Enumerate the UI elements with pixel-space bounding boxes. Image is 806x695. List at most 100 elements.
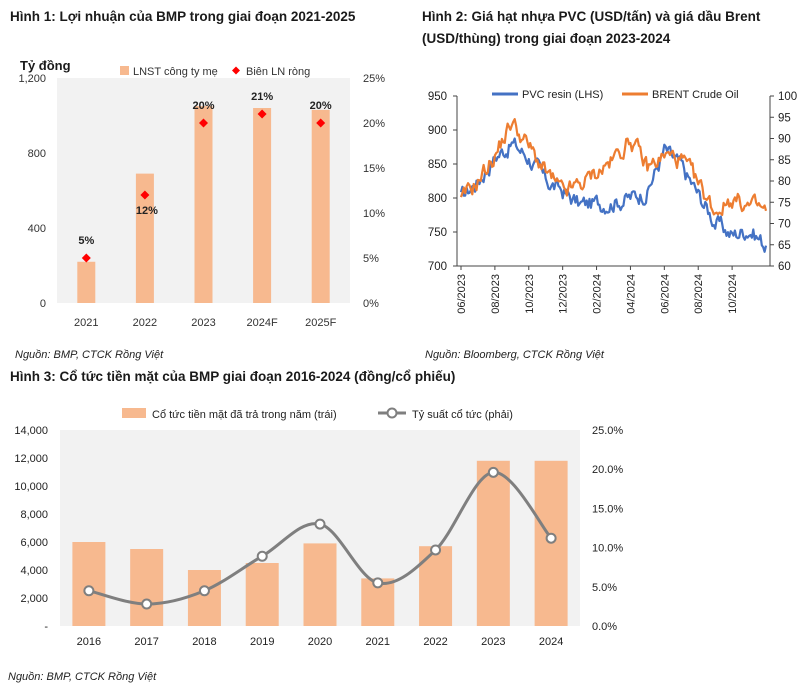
- fig2-xtick-label: 12/2023: [558, 274, 570, 314]
- fig3-ytick-label: 8,000: [20, 509, 48, 521]
- fig1-legend-bar-swatch: [120, 66, 129, 75]
- fig1-margin-marker: [81, 253, 91, 263]
- fig3-legend-line-marker: [386, 407, 398, 419]
- fig1-data-label: 20%: [310, 100, 332, 112]
- fig1-xtick-label: 2025F: [305, 317, 336, 329]
- fig3-ytick-label: 14,000: [14, 425, 48, 437]
- fig3-bar: [476, 460, 510, 626]
- fig1-bar: [253, 108, 272, 303]
- fig1-margin-marker: [316, 118, 326, 128]
- fig3-bar: [419, 546, 453, 626]
- fig2-ytick-label: 900: [428, 125, 447, 137]
- fig1-bar: [311, 109, 330, 303]
- fig2-xtick-label: 06/2023: [456, 274, 468, 314]
- fig1-margin-marker: [257, 109, 267, 119]
- fig3-bar: [245, 563, 279, 626]
- fig3-xtick-label: 2017: [134, 636, 158, 648]
- fig1-xtick-label: 2024F: [246, 317, 277, 329]
- fig3-bar: [72, 542, 106, 626]
- fig3-legend: Cổ tức tiền mặt đã trả trong năm (trái) …: [122, 407, 513, 421]
- fig3-y2tick-label: 10.0%: [592, 543, 623, 555]
- fig2-y2tick-label: 60: [778, 261, 791, 273]
- fig3-bar: [303, 543, 337, 626]
- fig3-xtick-label: 2022: [423, 636, 447, 648]
- fig3-title: Hình 3: Cổ tức tiền mặt của BMP giai đoạ…: [10, 369, 456, 384]
- fig2-legend-pvc-label: PVC resin (LHS): [522, 89, 603, 101]
- fig2-y2tick-label: 95: [778, 112, 791, 124]
- fig3-ytick-label: -: [44, 621, 48, 633]
- fig1-ytick-label: 1,200: [18, 73, 46, 85]
- fig3-xtick-label: 2020: [308, 636, 332, 648]
- fig2-source: Nguồn: Bloomberg, CTCK Rồng Việt: [425, 349, 604, 361]
- fig1-data-label: 20%: [192, 100, 214, 112]
- fig3-yield-marker: [83, 585, 95, 597]
- fig2-ytick-label: 800: [428, 193, 447, 205]
- fig3-legend-bar-label: Cổ tức tiền mặt đã trả trong năm (trái): [152, 409, 337, 421]
- fig2-ytick-label: 950: [428, 91, 447, 103]
- fig3-xtick-label: 2019: [250, 636, 274, 648]
- fig1-unit-label: Tỷ đồng: [20, 58, 71, 73]
- fig3-xtick-label: 2024: [539, 636, 563, 648]
- fig1-xtick-label: 2022: [133, 317, 157, 329]
- fig2-y2tick-label: 65: [778, 240, 791, 252]
- fig1-margin-marker: [199, 118, 208, 128]
- fig1-xtick-label: 2023: [191, 317, 215, 329]
- fig1-legend-marker-swatch: [232, 66, 240, 75]
- fig3-bar: [130, 549, 164, 626]
- fig3-ytick-label: 2,000: [20, 593, 48, 605]
- fig3-yield-line: [88, 470, 553, 606]
- fig1-y2tick-label: 15%: [363, 163, 385, 175]
- fig1-legend: LNST công ty mẹ Biên LN ròng: [120, 66, 310, 78]
- fig3-xtick-label: 2018: [192, 636, 216, 648]
- fig1-y2tick-label: 10%: [363, 208, 385, 220]
- fig3-yield-marker: [487, 466, 499, 478]
- fig2-y2tick-label: 70: [778, 219, 791, 231]
- fig1-margin-marker: [140, 190, 150, 200]
- fig1-y2tick-label: 20%: [363, 118, 385, 130]
- fig2-xtick-label: 10/2023: [524, 274, 536, 314]
- fig1-bar: [135, 173, 154, 303]
- fig1-data-label: 21%: [251, 91, 273, 103]
- fig3-y2tick-label: 25.0%: [592, 425, 623, 437]
- fig3-xtick-label: 2016: [77, 636, 101, 648]
- fig1-title: Hình 1: Lợi nhuận của BMP trong giai đoạ…: [10, 9, 356, 24]
- fig1-bar: [194, 106, 213, 303]
- fig2-legend: PVC resin (LHS) BRENT Crude Oil: [492, 89, 739, 101]
- fig3-y2tick-label: 20.0%: [592, 464, 623, 476]
- fig3-xtick-label: 2021: [366, 636, 390, 648]
- fig1-legend-bar-label: LNST công ty mẹ: [133, 66, 218, 78]
- fig3-yield-marker: [545, 532, 557, 544]
- fig2-ytick-label: 850: [428, 159, 447, 171]
- fig2-ytick-label: 750: [428, 227, 447, 239]
- fig2-title-line1: Hình 2: Giá hạt nhựa PVC (USD/tấn) và gi…: [422, 9, 761, 24]
- fig3-bar: [187, 570, 221, 626]
- fig2-pvc-line: [459, 137, 768, 253]
- fig1-legend-marker-label: Biên LN ròng: [246, 66, 310, 78]
- fig3-legend-line-label: Tỷ suất cổ tức (phải): [412, 409, 513, 421]
- fig2-brent-line: [459, 118, 768, 216]
- fig3-y2tick-label: 0.0%: [592, 621, 617, 633]
- fig1-ytick-label: 0: [40, 298, 46, 310]
- fig1-y2tick-label: 0%: [363, 298, 379, 310]
- fig2-title-line2: (USD/thùng) trong giai đoạn 2023-2024: [422, 31, 671, 46]
- fig2-y2tick-label: 90: [778, 134, 791, 146]
- fig3-ytick-label: 12,000: [14, 453, 48, 465]
- fig1-y2tick-label: 5%: [363, 253, 379, 265]
- fig2-xtick-label: 08/2024: [693, 274, 705, 314]
- fig3-ytick-label: 6,000: [20, 537, 48, 549]
- fig2-xtick-label: 08/2023: [490, 274, 502, 314]
- fig3-y2tick-label: 15.0%: [592, 503, 623, 515]
- fig3-y2tick-label: 5.0%: [592, 582, 617, 594]
- fig3-yield-marker: [141, 598, 153, 610]
- fig3-legend-bar-swatch: [122, 408, 146, 418]
- fig2-xtick-label: 10/2024: [727, 274, 739, 314]
- fig1-source: Nguồn: BMP, CTCK Rồng Việt: [15, 349, 164, 361]
- fig1-data-label: 5%: [78, 235, 94, 247]
- fig3-yield-marker: [198, 585, 210, 597]
- fig3-yield-marker: [314, 518, 326, 530]
- fig1-data-label: 12%: [136, 205, 158, 217]
- fig2-xtick-label: 04/2024: [625, 274, 637, 314]
